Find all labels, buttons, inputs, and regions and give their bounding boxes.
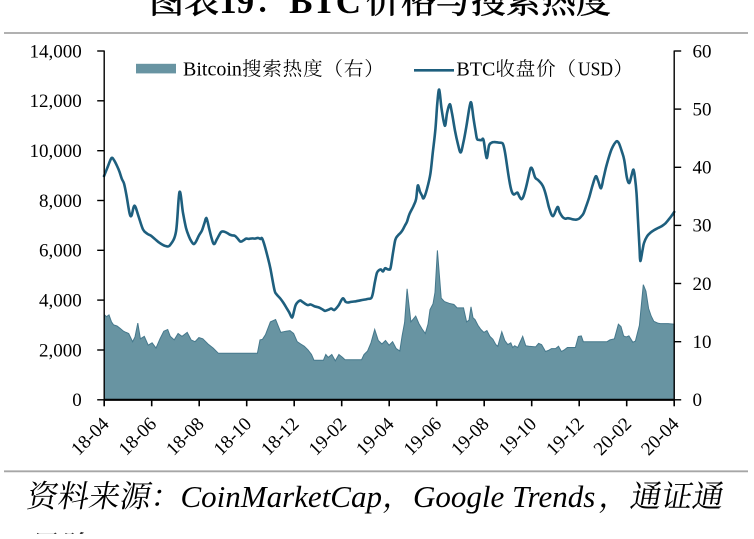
svg-text:0: 0 [693, 390, 703, 411]
svg-text:40: 40 [693, 158, 712, 179]
svg-text:BTC: BTC [289, 0, 370, 21]
svg-text:2,000: 2,000 [39, 340, 82, 361]
svg-text:14,000: 14,000 [30, 41, 82, 62]
svg-text:0: 0 [72, 390, 82, 411]
svg-text:8,000: 8,000 [39, 191, 82, 212]
svg-text:Bitcoin: Bitcoin [183, 59, 242, 81]
svg-text:19: 19 [219, 0, 254, 21]
svg-text:4,000: 4,000 [39, 290, 82, 311]
svg-text:CoinMarketCap: CoinMarketCap [181, 479, 383, 514]
svg-text:BTC: BTC [456, 59, 495, 81]
svg-text:50: 50 [693, 99, 712, 120]
svg-text:12,000: 12,000 [30, 91, 82, 112]
svg-text:6,000: 6,000 [39, 241, 82, 262]
svg-text:USD: USD [578, 59, 613, 81]
svg-text:60: 60 [693, 41, 712, 62]
svg-text:10: 10 [693, 332, 712, 353]
svg-text:10,000: 10,000 [30, 141, 82, 162]
svg-text:30: 30 [693, 216, 712, 237]
svg-text:Google Trends: Google Trends [413, 479, 595, 514]
svg-text:20: 20 [693, 274, 712, 295]
